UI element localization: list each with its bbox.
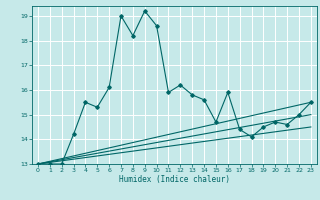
X-axis label: Humidex (Indice chaleur): Humidex (Indice chaleur) (119, 175, 230, 184)
